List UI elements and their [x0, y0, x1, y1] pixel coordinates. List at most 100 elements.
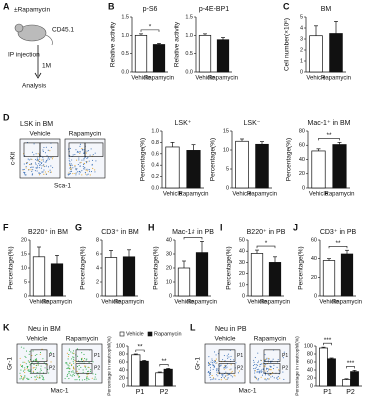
flow-event	[23, 173, 26, 175]
flow-event	[84, 379, 86, 381]
flow-event	[222, 375, 224, 377]
flow-event	[24, 174, 26, 176]
flow-event	[72, 350, 75, 352]
flow-event	[40, 167, 43, 169]
flow-y-label: c-Kit	[10, 152, 17, 165]
y-tick-label: 0	[302, 185, 305, 191]
flow-event	[68, 349, 70, 351]
flow-event	[272, 371, 274, 374]
flow-event	[31, 174, 33, 176]
flow-event	[34, 359, 36, 361]
flow-event	[30, 169, 32, 171]
flow-event	[224, 375, 226, 377]
flow-event	[42, 158, 44, 160]
x-tick-label: P1	[323, 389, 332, 396]
flow-event	[211, 358, 213, 360]
flow-event	[214, 360, 217, 363]
flow-event	[32, 169, 34, 171]
flow-event	[92, 167, 94, 170]
flow-event	[84, 168, 86, 170]
flow-event	[212, 363, 214, 365]
flow-event	[225, 367, 227, 369]
flow-event	[23, 347, 25, 349]
flow-event	[72, 360, 74, 362]
bar	[332, 144, 347, 189]
flow-event	[32, 350, 34, 352]
x-tick-label: Vehicle	[29, 300, 49, 306]
gate	[263, 349, 281, 362]
flow-event	[36, 167, 38, 169]
flow-event	[254, 356, 256, 359]
flow-event	[72, 356, 74, 358]
flow-event	[69, 164, 72, 167]
flow-event	[90, 148, 92, 150]
flow-event	[72, 154, 74, 156]
flow-event	[278, 373, 280, 375]
y-tick-label: 0.4	[151, 163, 159, 169]
flow-event	[270, 369, 272, 371]
flow-event	[66, 362, 68, 364]
flow-event	[277, 359, 279, 361]
flow-event	[28, 169, 30, 171]
flow-event	[208, 356, 210, 358]
flow-event	[20, 369, 22, 371]
flow-event	[278, 370, 280, 372]
flow-event	[19, 372, 21, 374]
y-tick-label: 40	[307, 367, 313, 373]
flow-event	[70, 163, 72, 165]
flow-event	[90, 171, 93, 173]
flow-event	[227, 374, 229, 376]
flow-event	[46, 155, 48, 157]
flow-event	[72, 167, 74, 169]
flow-column-label: Vehicle	[30, 131, 51, 138]
gate-label: P1	[237, 353, 243, 359]
y-tick-label: 20	[299, 171, 305, 177]
y-axis-label: Percentage(%)	[298, 246, 305, 289]
flow-event	[24, 355, 26, 357]
flow-event	[81, 148, 83, 150]
flow-event	[265, 370, 267, 372]
flow-event	[31, 151, 33, 153]
flow-event	[252, 365, 254, 367]
flow-event	[225, 379, 227, 381]
y-tick-label: 10	[239, 282, 245, 288]
panel-label: C	[283, 1, 290, 11]
panel-label: K	[3, 322, 10, 332]
legend-swatch	[147, 331, 153, 337]
x-tick-label: Rapamycin	[324, 192, 354, 198]
flow-column-label: Rapamycin	[66, 336, 99, 343]
y-tick-label: 0.2	[151, 174, 159, 180]
flow-event	[264, 358, 266, 361]
flow-event	[22, 361, 24, 363]
flow-event	[211, 362, 214, 364]
x-tick-label: Rapamycin	[187, 300, 217, 306]
flow-event	[254, 363, 256, 366]
flow-event	[29, 163, 31, 166]
significance: ***	[347, 360, 355, 367]
x-tick-label: Vehicle	[174, 300, 194, 306]
flow-event	[44, 171, 46, 173]
flow-event	[208, 374, 210, 376]
flow-event	[24, 172, 26, 174]
flow-event	[210, 361, 212, 363]
flow-event	[68, 172, 70, 174]
significance-bracket	[183, 237, 203, 240]
flow-event	[87, 173, 89, 175]
bar	[268, 262, 282, 297]
significance-bracket	[323, 342, 332, 346]
flow-event	[83, 353, 85, 356]
flow-event	[30, 163, 32, 165]
flow-column-label: Rapamycin	[254, 336, 287, 343]
significance: **	[137, 344, 143, 351]
flow-event	[39, 374, 41, 376]
flow-event	[19, 378, 21, 380]
flow-event	[268, 357, 270, 360]
flow-event	[230, 375, 232, 377]
flow-event	[88, 367, 90, 369]
flow-event	[31, 362, 33, 364]
flow-event	[95, 378, 97, 380]
flow-event	[87, 366, 89, 368]
gate	[30, 349, 48, 362]
y-tick-label: 40	[311, 256, 317, 262]
